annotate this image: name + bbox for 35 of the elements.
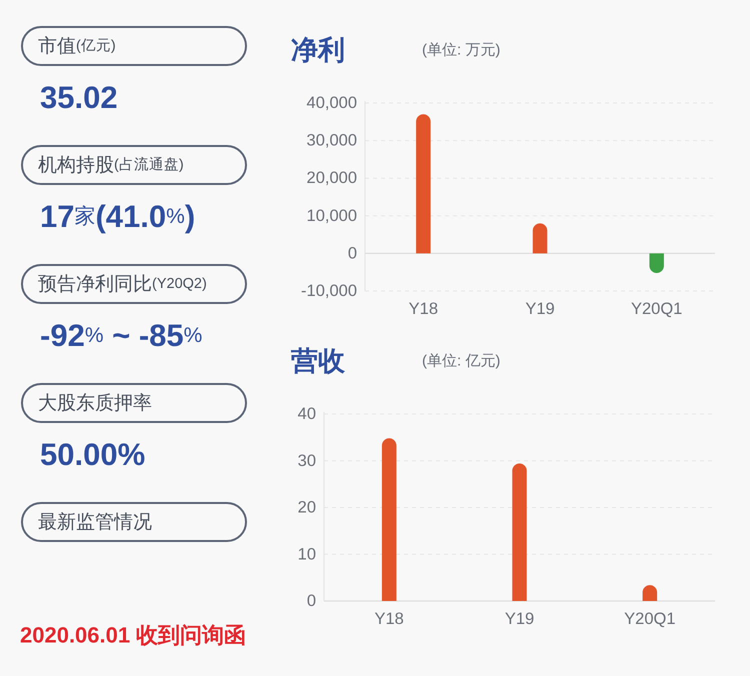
chart-subtitle: (单位: 万元) (422, 42, 500, 58)
chart-title: 净利 (291, 35, 345, 65)
category-label: 预告净利同比(Y20Q2) (38, 274, 207, 294)
bar (532, 223, 548, 254)
y-tick-label: 20 (298, 498, 316, 516)
text: 17家(41.0%) (40, 198, 196, 234)
category-label: 大股东质押率 (38, 392, 152, 414)
text: 35.02 (40, 80, 118, 114)
chart-title: 营收 (290, 346, 346, 376)
x-tick-label: Y19 (504, 610, 534, 628)
chart-subtitle: (单位: 亿元) (422, 352, 500, 370)
category-label: 市值(亿元) (38, 34, 116, 56)
y-tick-label: -10,000 (301, 282, 357, 300)
bar (416, 114, 431, 254)
bar (512, 464, 527, 601)
x-tick-label: Y20Q1 (630, 300, 682, 318)
y-tick-label: 20,000 (306, 169, 357, 188)
bar (382, 438, 396, 601)
y-tick-label: 0 (306, 592, 316, 610)
category-label: 最新监管情况 (38, 510, 152, 532)
x-tick-label: Y20Q1 (624, 610, 676, 628)
y-tick-label: 30 (298, 452, 316, 470)
y-tick-label: 40,000 (306, 94, 357, 112)
x-tick-label: Y18 (408, 300, 438, 318)
y-tick-label: 0 (348, 244, 357, 262)
y-tick-label: 10 (298, 545, 316, 564)
text: -92% ~ -85% (40, 318, 202, 352)
x-tick-label: Y18 (374, 610, 404, 628)
y-tick-label: 10,000 (306, 206, 357, 225)
y-tick-label: 40 (298, 405, 316, 423)
text: 50.00% (40, 436, 146, 472)
x-tick-label: Y19 (525, 300, 555, 318)
text: 2020.06.01 收到问询函 (20, 622, 246, 648)
category-label: 机构持股(占流通盘) (38, 154, 184, 176)
y-tick-label: 30,000 (306, 132, 357, 150)
